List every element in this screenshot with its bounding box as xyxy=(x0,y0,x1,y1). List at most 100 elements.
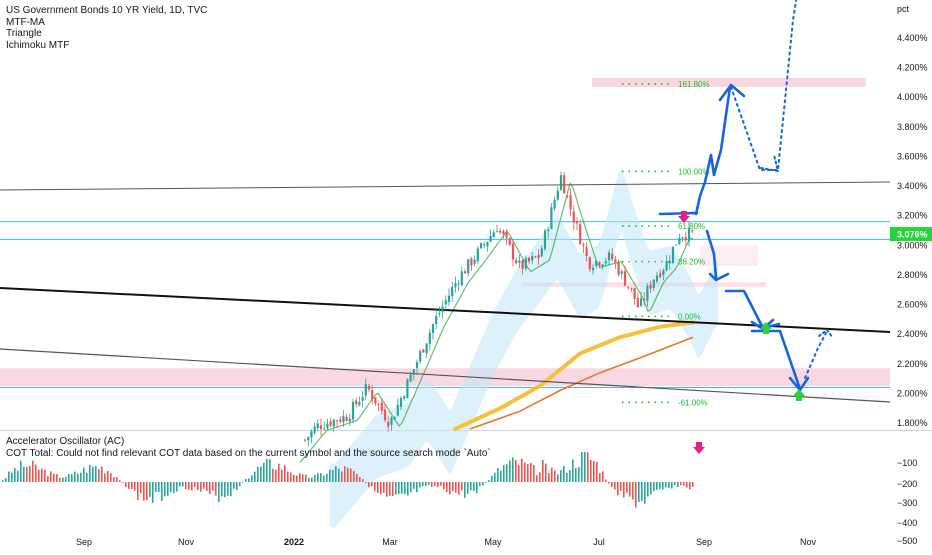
oscillator-bar xyxy=(611,482,613,487)
oscillator-bar xyxy=(11,472,13,482)
osc-tick: −500 xyxy=(897,536,917,546)
support-zone[interactable] xyxy=(0,368,890,387)
oscillator-bar xyxy=(251,475,253,482)
oscillator-bar xyxy=(674,482,676,486)
symbol-title[interactable]: US Government Bonds 10 YR Yield, 1D, TVC xyxy=(6,5,208,16)
resistance-trendline[interactable] xyxy=(0,181,891,191)
bearish-arrowhead-1[interactable] xyxy=(708,272,730,282)
candle xyxy=(499,228,502,235)
candle xyxy=(332,418,335,433)
candle xyxy=(563,171,566,194)
candle xyxy=(646,283,649,307)
candle xyxy=(540,245,543,258)
oscillator-bar xyxy=(437,482,439,488)
oscillator-bar xyxy=(131,482,133,489)
oscillator-bar xyxy=(113,477,115,482)
time-tick: Sep xyxy=(76,537,92,547)
candle xyxy=(342,410,345,427)
main-trendline[interactable] xyxy=(0,287,891,333)
time-axis[interactable]: Sep Nov 2022 Mar May Jul Sep Nov xyxy=(76,537,817,547)
bullish-projection-path[interactable] xyxy=(694,85,732,216)
bearish-leg-3[interactable] xyxy=(750,329,802,391)
oscillator-bar xyxy=(332,469,334,482)
oscillator-bar xyxy=(632,482,634,500)
bearish-leg-2[interactable] xyxy=(724,289,781,330)
candle xyxy=(428,328,431,351)
indicator-triangle[interactable]: Triangle xyxy=(6,28,42,39)
dotted-arrowhead[interactable] xyxy=(760,154,779,172)
lower-trendline[interactable] xyxy=(0,348,891,403)
candle xyxy=(355,397,358,408)
candle xyxy=(361,390,364,408)
candle xyxy=(364,378,367,401)
candle xyxy=(473,255,476,267)
oscillator-bar xyxy=(602,471,604,482)
candle xyxy=(492,229,495,238)
candle xyxy=(425,343,428,358)
candle xyxy=(502,229,505,239)
oscillator-name[interactable]: Accelerator Oscillator (AC) xyxy=(6,436,125,447)
candle xyxy=(611,247,614,262)
time-tick: Sep xyxy=(696,537,712,547)
oscillator-bar xyxy=(206,482,208,491)
candle xyxy=(639,291,643,308)
oscillator-bar xyxy=(428,482,430,486)
oscillator-bar xyxy=(386,482,388,497)
oscillator-bar xyxy=(623,482,625,498)
oscillator-bar xyxy=(68,473,70,482)
oscillator-bar xyxy=(308,477,310,482)
candle xyxy=(623,265,627,287)
candle xyxy=(307,436,310,447)
oscillator-bar xyxy=(233,482,235,489)
oscillator-bar xyxy=(245,478,247,482)
candle xyxy=(396,398,399,417)
candle xyxy=(553,196,556,212)
oscillator-bar xyxy=(86,472,88,482)
candle xyxy=(380,398,383,415)
target-zone[interactable] xyxy=(592,77,866,87)
price-tick: 4.200% xyxy=(897,63,928,73)
trend-lines[interactable] xyxy=(0,181,891,403)
oscillator-bar xyxy=(326,473,328,482)
oscillator-bar xyxy=(284,465,286,482)
candle xyxy=(358,396,361,407)
buy-signal-1 xyxy=(760,322,772,334)
rebound-arrowhead[interactable] xyxy=(818,329,834,339)
price-axis[interactable]: 4.400% 4.200% 4.000% 3.800% 3.600% 3.400% 3.20… xyxy=(890,33,932,428)
candle xyxy=(601,263,604,270)
oscillator-bar xyxy=(452,482,454,492)
candle xyxy=(345,413,348,422)
fibonacci-levels[interactable]: 161.80% 100.00% 61.80% 38.20% 0.00% -61.00% xyxy=(622,80,710,407)
current-price-badge[interactable] xyxy=(890,227,932,242)
bearish-arrowhead-3[interactable] xyxy=(788,376,810,392)
oscillator-bar xyxy=(143,482,145,501)
oscillator-bar xyxy=(410,482,412,493)
candle xyxy=(486,241,489,252)
oscillator-bar xyxy=(617,482,619,496)
oscillator-bar xyxy=(551,467,553,482)
oscillator-bar xyxy=(440,482,442,486)
candle xyxy=(323,421,326,431)
candle xyxy=(566,194,569,199)
oscillator-bar xyxy=(218,482,220,503)
oscillator-bar xyxy=(299,473,301,482)
oscillator-bar xyxy=(20,460,22,482)
projection-arrows[interactable] xyxy=(658,0,834,454)
bullish-dotted-path[interactable] xyxy=(730,0,798,171)
indicator-mtf-ma[interactable]: MTF-MA xyxy=(6,16,45,28)
bullish-arrowhead[interactable] xyxy=(718,83,746,102)
oscillator-bar xyxy=(224,482,226,498)
candle xyxy=(444,295,447,311)
indicator-ichimoku[interactable]: Ichimoku MTF xyxy=(6,39,70,51)
oscillator-bar xyxy=(446,482,448,493)
rebound-dotted[interactable] xyxy=(804,332,827,379)
candle xyxy=(383,402,387,423)
bearish-leg-1[interactable] xyxy=(705,229,718,280)
candle xyxy=(556,186,559,202)
breakout-level-line[interactable] xyxy=(658,211,699,216)
price-unit: pct xyxy=(897,4,910,14)
triangle-zone[interactable] xyxy=(700,245,758,267)
oscillator-bar xyxy=(191,482,193,491)
